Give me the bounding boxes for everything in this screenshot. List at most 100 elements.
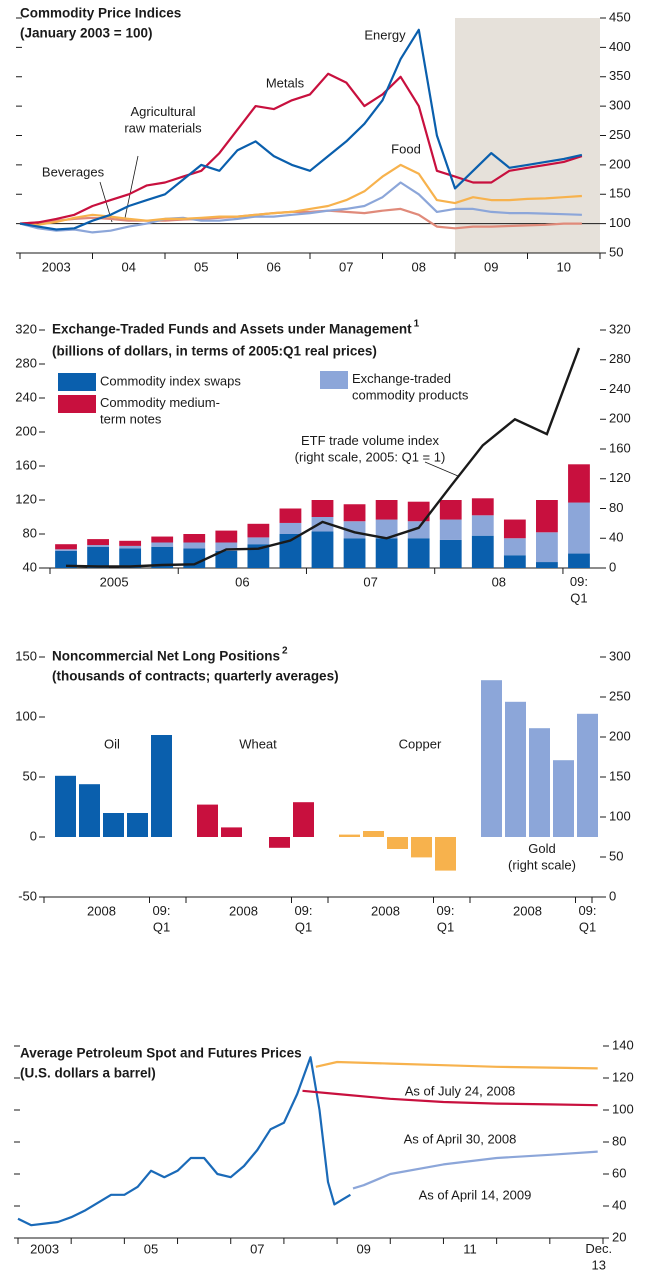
y-tick-label: 100 [15, 708, 37, 723]
y-tick-label-right: 400 [609, 39, 631, 54]
bar-segment [439, 539, 462, 568]
bar [293, 802, 314, 837]
title-note: 1 [414, 319, 420, 330]
bar-segment [87, 545, 109, 547]
chart-title: Commodity Price Indices [20, 6, 181, 21]
text-line: Q1 [437, 920, 454, 935]
bar-segment [311, 517, 334, 532]
text-line: 09: [578, 903, 596, 918]
text-line: Q1 [570, 591, 587, 606]
series-label: Energy [364, 27, 406, 42]
bar-segment [343, 504, 366, 522]
chart-title: Exchange-Traded Funds and Assets under M… [52, 322, 412, 337]
bar-segment [471, 498, 494, 516]
text-line: Exchange-traded [352, 371, 451, 386]
bar-segment [536, 500, 558, 533]
legend-label: Commodity index swaps [100, 373, 241, 388]
x-tick-label: 07 [363, 574, 377, 589]
legend-label: Commodity medium-term notes [100, 395, 220, 426]
text-line: commodity products [352, 388, 469, 403]
bar-segment [119, 545, 142, 549]
chart-subtitle: (U.S. dollars a barrel) [20, 1066, 156, 1081]
text-line: term notes [100, 412, 162, 427]
y-tick-label-right: 240 [609, 381, 631, 396]
y-tick-label-right: 160 [609, 440, 631, 455]
bar-segment [55, 544, 77, 550]
y-tick-label: 160 [15, 457, 37, 472]
bar-segment [279, 508, 302, 523]
x-tick-label: 09: Q1 [436, 903, 454, 934]
bar-segment [375, 519, 398, 539]
series-line [19, 72, 583, 225]
chart-subtitle: (billions of dollars, in terms of 2005:Q… [52, 344, 377, 359]
y-tick-label: 240 [15, 389, 37, 404]
text-line: Gold [528, 841, 555, 856]
group-label: Wheat [239, 736, 277, 751]
bar-segment [87, 539, 109, 546]
x-tick-label: 2003 [30, 1241, 59, 1256]
bar-segment [215, 551, 238, 568]
series-line [19, 28, 583, 231]
bar [529, 728, 550, 837]
y-tick-label-right: 100 [612, 1101, 634, 1116]
x-tick-label: 10 [557, 259, 571, 274]
text-line: (right scale, 2005: Q1 = 1) [295, 450, 446, 465]
title-note: 2 [282, 646, 288, 657]
group-label: Copper [399, 736, 442, 751]
bar [269, 837, 290, 848]
x-tick-label: 09: Q1 [570, 574, 588, 605]
bar-segment [407, 521, 430, 539]
y-tick-label-right: 20 [612, 1229, 626, 1244]
text-line: Q1 [579, 920, 596, 935]
group-label: Oil [104, 736, 120, 751]
bar-segment [151, 536, 174, 543]
bar-segment [439, 500, 462, 520]
legend-swatch [320, 371, 348, 389]
bar-segment [247, 523, 270, 538]
legend-swatch [58, 395, 96, 413]
bar-segment [536, 562, 558, 568]
bar-segment [311, 531, 334, 568]
x-tick-label: 06 [267, 259, 281, 274]
y-tick-label-right: 150 [609, 186, 631, 201]
y-tick-label: 320 [15, 321, 37, 336]
bar-segment [55, 551, 77, 568]
chart-subtitle: (January 2003 = 100) [20, 26, 152, 41]
bar [553, 760, 574, 837]
bar [505, 701, 526, 837]
x-tick-label: 04 [122, 259, 136, 274]
x-tick-label: Dec. 13 [585, 1241, 612, 1272]
bar [387, 837, 408, 849]
x-tick-label: 09: Q1 [152, 903, 170, 934]
y-tick-label-right: 250 [609, 688, 631, 703]
y-tick-label: 120 [15, 491, 37, 506]
bar-segment [247, 544, 270, 568]
bar-segment [503, 519, 526, 539]
x-tick-label: 2008 [229, 903, 258, 918]
bar-segment [536, 532, 558, 563]
y-tick-label-right: 350 [609, 68, 631, 83]
y-tick-label-right: 120 [612, 1069, 634, 1084]
bar-segment [119, 540, 142, 546]
text-line: Agricultural [130, 104, 195, 119]
y-tick-label-right: 50 [609, 848, 623, 863]
bar-segment [568, 502, 590, 554]
text-line: raw materials [124, 121, 202, 136]
series-line [65, 347, 581, 568]
bar [55, 775, 76, 837]
bar [363, 831, 384, 837]
y-tick-label-right: 150 [609, 768, 631, 783]
bar-segment [119, 548, 142, 568]
bar-segment [407, 501, 430, 522]
bar-segment [568, 464, 590, 503]
x-tick-label: 2003 [42, 259, 71, 274]
series-line [19, 163, 582, 226]
bar-segment [311, 500, 334, 517]
series-line [302, 1089, 598, 1107]
y-tick-label-right: 80 [612, 1133, 626, 1148]
bar [79, 784, 100, 837]
bar-segment [375, 500, 398, 520]
series-label: Beverages [42, 164, 105, 179]
y-tick-label-right: 450 [609, 9, 631, 24]
